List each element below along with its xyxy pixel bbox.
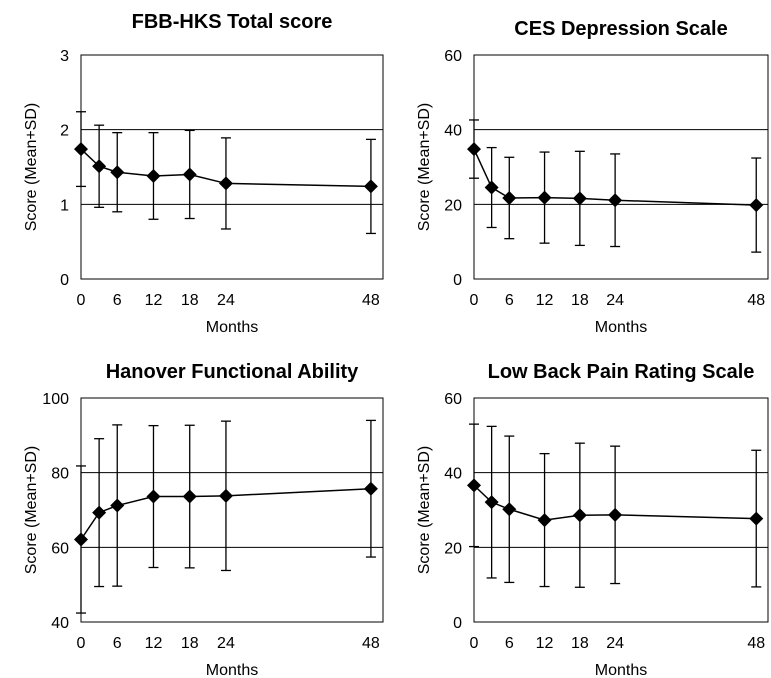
chart-3-xtick-label: 48: [362, 635, 380, 652]
chart-2-ytick-label: 60: [444, 48, 462, 65]
chart-1-xtick-label: 48: [362, 292, 380, 309]
chart-3-xtick-label: 0: [77, 635, 86, 652]
chart-2-data-point: [484, 180, 499, 195]
chart-1-data-point: [110, 165, 125, 180]
chart-3-data-point: [74, 532, 88, 547]
chart-1-ytick-label: 1: [60, 197, 69, 214]
chart-4-ytick-label: 60: [444, 391, 462, 408]
chart-2-title: CES Depression Scale: [514, 18, 727, 40]
chart-4-ytick-label: 0: [453, 615, 462, 632]
chart-1-xtick-label: 12: [145, 292, 163, 309]
chart-3-xtick-label: 12: [145, 635, 163, 652]
chart-2-data-point: [502, 190, 517, 205]
chart-4-y-axis-label: Score (Mean+SD): [416, 446, 433, 575]
chart-3-data-point: [110, 498, 125, 513]
chart-4-data-point: [484, 495, 499, 510]
chart-3-x-axis-label: Months: [206, 662, 258, 678]
chart-4-xtick-label: 0: [470, 635, 479, 652]
chart-3-xtick-label: 24: [217, 635, 235, 652]
chart-1-xtick-label: 0: [77, 292, 86, 309]
chart-2-data-point: [749, 198, 764, 213]
chart-3-y-axis-label: Score (Mean+SD): [23, 446, 40, 575]
chart-3-data-point: [146, 489, 161, 504]
chart-3-xtick-label: 18: [181, 635, 199, 652]
chart-2-data-point: [537, 190, 552, 205]
chart-1-title: FBB-HKS Total score: [132, 11, 333, 33]
chart-3-title: Hanover Functional Ability: [106, 361, 359, 383]
chart-2-ytick-label: 20: [444, 197, 462, 214]
chart-2-ytick-label: 0: [453, 272, 462, 289]
chart-4-title: Low Back Pain Rating Scale: [488, 361, 755, 383]
chart-4-data-point: [749, 511, 764, 526]
chart-3-ytick-label: 60: [51, 540, 69, 557]
chart-2-ytick-label: 40: [444, 123, 462, 140]
chart-4-xtick-label: 24: [606, 635, 624, 652]
chart-4-data-point: [537, 513, 552, 528]
chart-4-xtick-label: 12: [536, 635, 554, 652]
chart-2-xtick-label: 12: [536, 292, 554, 309]
chart-2-data-point: [608, 193, 623, 208]
chart-1-xtick-label: 6: [113, 292, 122, 309]
chart-1-data-point: [92, 159, 107, 174]
chart-4-data-point: [502, 502, 517, 517]
chart-1-ytick-label: 2: [60, 123, 69, 140]
chart-1-x-axis-label: Months: [206, 319, 258, 336]
chart-2-xtick-label: 24: [606, 292, 624, 309]
chart-1-y-axis-label: Score (Mean+SD): [23, 103, 40, 232]
chart-4-xtick-label: 6: [505, 635, 514, 652]
chart-1-data-point: [74, 142, 88, 157]
chart-3-data-point: [363, 481, 378, 496]
chart-1-data-point: [182, 167, 197, 182]
chart-1-data-point: [363, 179, 378, 194]
chart-3-data-point: [182, 489, 197, 504]
chart-3-data-point: [92, 505, 107, 520]
chart-2-xtick-label: 0: [470, 292, 479, 309]
chart-2-x-axis-label: Months: [595, 319, 647, 336]
chart-3-xtick-label: 6: [113, 635, 122, 652]
chart-2-y-axis-label: Score (Mean+SD): [416, 103, 433, 232]
chart-2-data-point: [467, 142, 481, 157]
chart-4-x-axis-label: Months: [595, 662, 647, 678]
chart-3-ytick-label: 40: [51, 615, 69, 632]
chart-4-plot-frame: [473, 397, 769, 623]
chart-2-xtick-label: 6: [505, 292, 514, 309]
chart-4-xtick-label: 18: [571, 635, 589, 652]
chart-3-ytick-label: 80: [51, 466, 69, 483]
chart-3-ytick-label: 100: [42, 391, 69, 408]
chart-2-data-point: [572, 191, 587, 206]
chart-4-ytick-label: 20: [444, 540, 462, 557]
chart-4-xtick-label: 48: [747, 635, 765, 652]
chart-2-xtick-label: 48: [747, 292, 765, 309]
chart-4-ytick-label: 40: [444, 466, 462, 483]
chart-4-data-point: [608, 507, 623, 522]
chart-1-data-point: [146, 168, 161, 183]
chart-4-data-point: [572, 508, 587, 523]
chart-1-xtick-label: 18: [181, 292, 199, 309]
chart-1-ytick-label: 0: [60, 272, 69, 289]
chart-1-xtick-label: 24: [217, 292, 235, 309]
chart-4-data-point: [467, 478, 481, 493]
chart-2-plot-frame: [473, 54, 769, 280]
chart-1-ytick-label: 3: [60, 48, 69, 65]
chart-3-plot-frame: [80, 397, 384, 623]
chart-1-plot-frame: [80, 54, 384, 280]
chart-2-xtick-label: 18: [571, 292, 589, 309]
chart-3-data-point: [218, 488, 233, 503]
chart-1-data-point: [218, 176, 233, 191]
